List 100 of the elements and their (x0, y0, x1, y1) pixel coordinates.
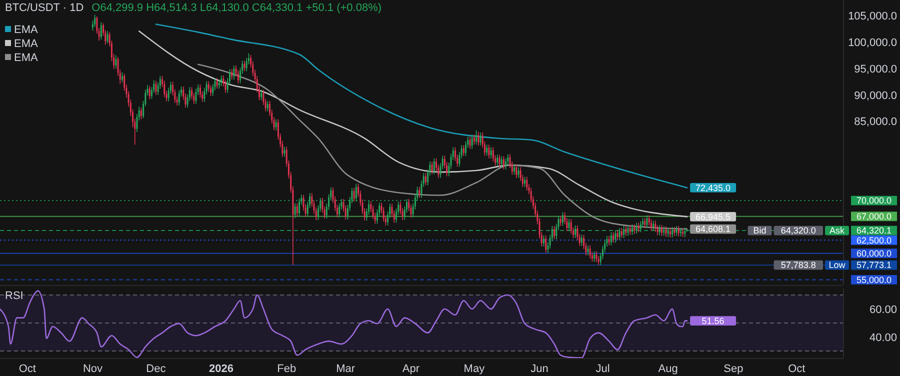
ref-line-label: 70,000.0 (856, 196, 892, 206)
candlestick (469, 136, 471, 150)
y-tick-label: 100,000.0 (848, 37, 897, 50)
candlestick (507, 154, 509, 166)
candlestick (246, 58, 248, 72)
candlestick (100, 22, 102, 40)
ref-line-label: 62,500.0 (856, 235, 892, 246)
candlestick (220, 75, 222, 86)
candlestick (554, 225, 556, 240)
candlestick (244, 60, 246, 72)
candlestick (524, 176, 526, 188)
candlestick (480, 132, 482, 146)
x-tick-label: Nov (82, 363, 104, 375)
line-series (155, 24, 688, 188)
ref-line-label: 64,320.1 (856, 226, 892, 236)
x-tick-label: 2026 (209, 363, 234, 375)
candlestick (661, 224, 663, 236)
candlestick (237, 70, 239, 84)
candlestick (275, 118, 277, 131)
candlestick (616, 230, 618, 241)
ref-line-label: 60,000.0 (856, 248, 892, 258)
candlestick (518, 166, 520, 178)
candlestick (191, 86, 193, 100)
x-tick-label: May (464, 363, 486, 375)
annotation: Bid (753, 226, 766, 236)
candlestick (612, 232, 614, 244)
candlestick (121, 72, 123, 83)
candlestick (224, 80, 226, 94)
legend-label: EMA (14, 24, 38, 36)
candlestick (106, 30, 108, 44)
candlestick (140, 107, 142, 120)
candlestick (669, 228, 671, 238)
candlestick (654, 220, 656, 232)
candlestick (496, 154, 498, 166)
candlestick (476, 130, 478, 146)
chart-title: RSI (5, 290, 24, 302)
line-series (138, 30, 688, 218)
candlestick (608, 236, 610, 246)
data-label: 72,435.0 (696, 182, 731, 193)
candlestick (94, 14, 96, 28)
candlestick (638, 222, 640, 233)
candlestick (424, 172, 426, 186)
candlestick (208, 80, 210, 92)
candlestick (526, 176, 528, 191)
candlestick (560, 215, 562, 226)
data-label: 64,608.1 (696, 224, 731, 234)
candlestick (260, 89, 262, 101)
annotation: 64,320.0 (780, 226, 816, 236)
candlestick (478, 132, 480, 146)
candlestick (216, 78, 218, 90)
candlestick (471, 134, 473, 150)
candlestick (656, 224, 658, 236)
y-tick-label: 105,000.0 (848, 10, 897, 23)
candlestick (596, 250, 598, 263)
candlestick (498, 154, 500, 168)
candlestick (178, 90, 180, 106)
candlestick (433, 158, 435, 175)
x-tick-label: Mar (336, 363, 356, 375)
candlestick (505, 158, 507, 170)
annotation: Ask (829, 226, 845, 236)
candlestick (625, 225, 627, 236)
candlestick (462, 144, 464, 157)
x-tick-label: Sep (724, 363, 744, 375)
candlestick (199, 84, 201, 98)
candlestick (650, 219, 652, 232)
y-tick-label: 95,000.0 (854, 63, 897, 76)
ref-line-label: 55,000.0 (856, 274, 892, 285)
candlestick (562, 212, 564, 226)
candlestick (513, 164, 515, 176)
candlestick (542, 234, 544, 247)
x-tick-label: Apr (402, 363, 420, 375)
x-tick-label: Jun (530, 363, 548, 375)
ref-line-label: 67,000.0 (856, 212, 892, 222)
x-tick-label: Jul (596, 363, 610, 375)
candlestick (629, 224, 631, 236)
candlestick (195, 88, 197, 104)
candlestick (233, 65, 235, 80)
candlestick (648, 214, 650, 226)
chart-subtitle: O64,299.9 H64,514.3 L64,130.0 C64,330.1 +50.1 (+0.08%) (92, 2, 382, 14)
candlestick (545, 234, 547, 254)
candlestick (164, 80, 166, 98)
candlestick (338, 202, 340, 218)
candlestick (644, 218, 646, 228)
legend-label: EMA (14, 38, 38, 50)
x-tick-label: Aug (658, 363, 678, 375)
x-tick-label: Feb (277, 363, 296, 375)
candlestick (148, 86, 150, 100)
candlestick (488, 144, 490, 159)
annotation: Low (828, 260, 846, 270)
candlestick (492, 146, 494, 162)
candlestick (115, 55, 117, 70)
candlestick (431, 161, 433, 175)
candlestick (665, 226, 667, 238)
candlestick (266, 100, 268, 112)
line-series (197, 64, 688, 230)
y-tick-label: 60.00 (869, 304, 897, 316)
x-tick-label: Dec (146, 363, 166, 375)
y-tick-label: 90,000.0 (854, 90, 897, 102)
chart-title: BTC/USDT · 1D (5, 2, 84, 14)
line-series (0, 290, 688, 358)
